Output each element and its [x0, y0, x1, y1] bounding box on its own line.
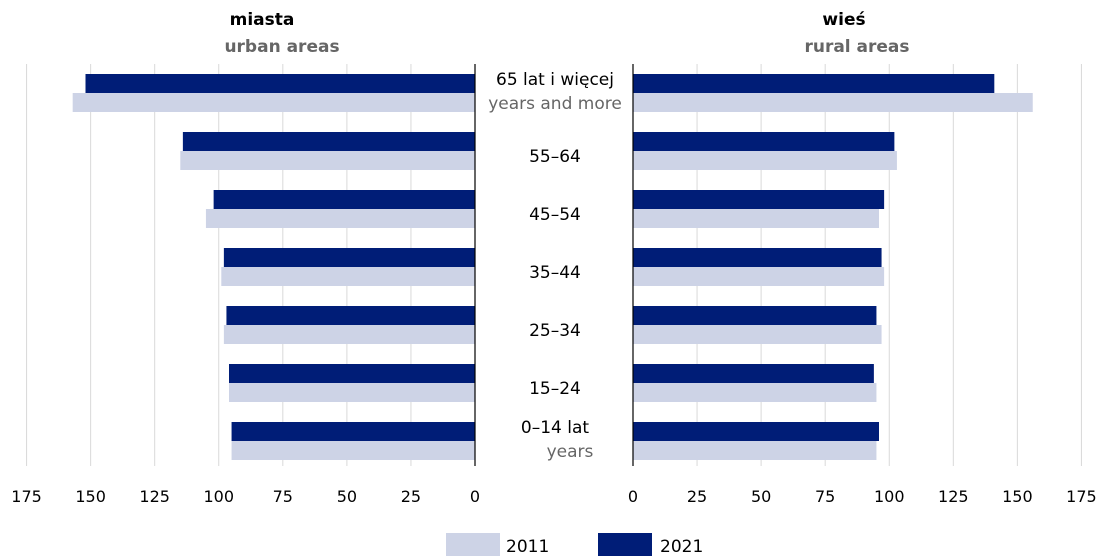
tick-label: 0 — [628, 487, 638, 506]
bar-left-2011 — [72, 93, 475, 112]
tick-label: 100 — [203, 487, 234, 506]
bar-right-2021 — [633, 190, 885, 209]
right-panel-subtitle: rural areas — [804, 37, 909, 57]
tick-label: 125 — [938, 487, 969, 506]
legend-swatch-2011 — [446, 533, 500, 556]
tick-label: 25 — [687, 487, 707, 506]
labels: 175 150 125 100 75 50 25 0 0 25 50 75 100 125 150 175 65… — [11, 70, 1096, 506]
bar-left-2011 — [180, 151, 475, 170]
category-label: 45–54 — [529, 205, 581, 225]
bar-right-2021 — [633, 364, 874, 383]
bars — [72, 74, 1033, 460]
category-label: 15–24 — [529, 379, 581, 399]
bar-left-2021 — [223, 248, 475, 267]
bar-right-2011 — [633, 441, 877, 460]
legend-label-2021: 2021 — [660, 537, 703, 556]
bar-right-2011 — [633, 209, 879, 228]
bar-right-2011 — [633, 325, 882, 344]
tick-label: 0 — [470, 487, 480, 506]
tick-label: 175 — [1066, 487, 1097, 506]
bar-left-2011 — [205, 209, 475, 228]
category-sublabel: years and more — [488, 94, 622, 114]
tick-label: 50 — [337, 487, 357, 506]
category-label: 25–34 — [529, 321, 581, 341]
bar-left-2021 — [229, 364, 475, 383]
bar-left-2021 — [213, 190, 475, 209]
left-panel-subtitle: urban areas — [224, 37, 339, 57]
axes — [474, 64, 634, 466]
tick-label: 25 — [401, 487, 421, 506]
tick-label: 75 — [273, 487, 293, 506]
bar-right-2011 — [633, 151, 897, 170]
category-label: 55–64 — [529, 147, 581, 167]
legend-swatch-2021 — [598, 533, 652, 556]
bar-right-2021 — [633, 248, 882, 267]
category-sublabel: years — [547, 442, 594, 462]
tick-label: 75 — [815, 487, 835, 506]
bar-left-2011 — [223, 325, 475, 344]
category-label: 35–44 — [529, 263, 581, 283]
tick-label: 175 — [11, 487, 42, 506]
tick-label: 50 — [751, 487, 771, 506]
bar-left-2021 — [182, 132, 475, 151]
left-panel-title: miasta — [230, 10, 295, 30]
category-label: 0–14 lat — [521, 418, 589, 438]
bar-right-2021 — [633, 74, 995, 93]
legend: 2011 2021 — [446, 533, 703, 556]
tick-label: 100 — [874, 487, 905, 506]
bar-left-2011 — [231, 441, 475, 460]
legend-label-2011: 2011 — [506, 537, 549, 556]
bar-left-2021 — [226, 306, 475, 325]
bar-right-2011 — [633, 93, 1033, 112]
bar-right-2021 — [633, 306, 877, 325]
tick-label: 125 — [139, 487, 170, 506]
bar-left-2011 — [221, 267, 475, 286]
right-panel-title: wieś — [822, 10, 865, 30]
bar-right-2011 — [633, 383, 877, 402]
bar-right-2011 — [633, 267, 885, 286]
bar-right-2021 — [633, 132, 895, 151]
bar-left-2021 — [231, 422, 475, 441]
tick-label: 150 — [75, 487, 106, 506]
bar-left-2021 — [85, 74, 475, 93]
tick-label: 150 — [1002, 487, 1033, 506]
category-label: 65 lat i więcej — [496, 70, 614, 90]
bar-right-2021 — [633, 422, 879, 441]
bar-left-2011 — [229, 383, 475, 402]
